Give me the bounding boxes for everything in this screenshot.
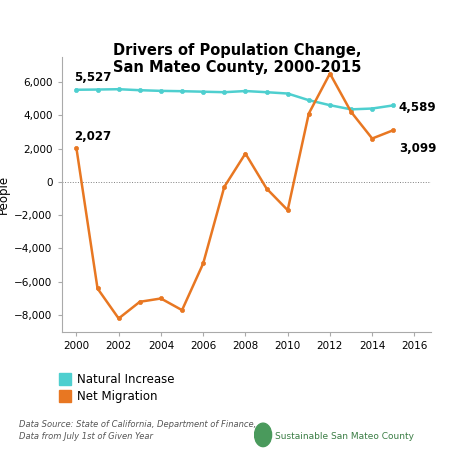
Circle shape xyxy=(255,423,272,447)
Text: 2,027: 2,027 xyxy=(73,130,111,143)
Text: Sustainable San Mateo County: Sustainable San Mateo County xyxy=(275,432,414,441)
Text: 3,099: 3,099 xyxy=(399,142,436,155)
Text: 4,589: 4,589 xyxy=(399,101,437,114)
Text: Data Source: State of California, Department of Finance,
Data from July 1st of G: Data Source: State of California, Depart… xyxy=(19,420,256,441)
Text: Drivers of Population Change,
San Mateo County, 2000-2015: Drivers of Population Change, San Mateo … xyxy=(113,43,361,75)
Y-axis label: People: People xyxy=(0,175,10,214)
Text: 5,527: 5,527 xyxy=(73,72,111,84)
Legend: Natural Increase, Net Migration: Natural Increase, Net Migration xyxy=(60,374,174,403)
